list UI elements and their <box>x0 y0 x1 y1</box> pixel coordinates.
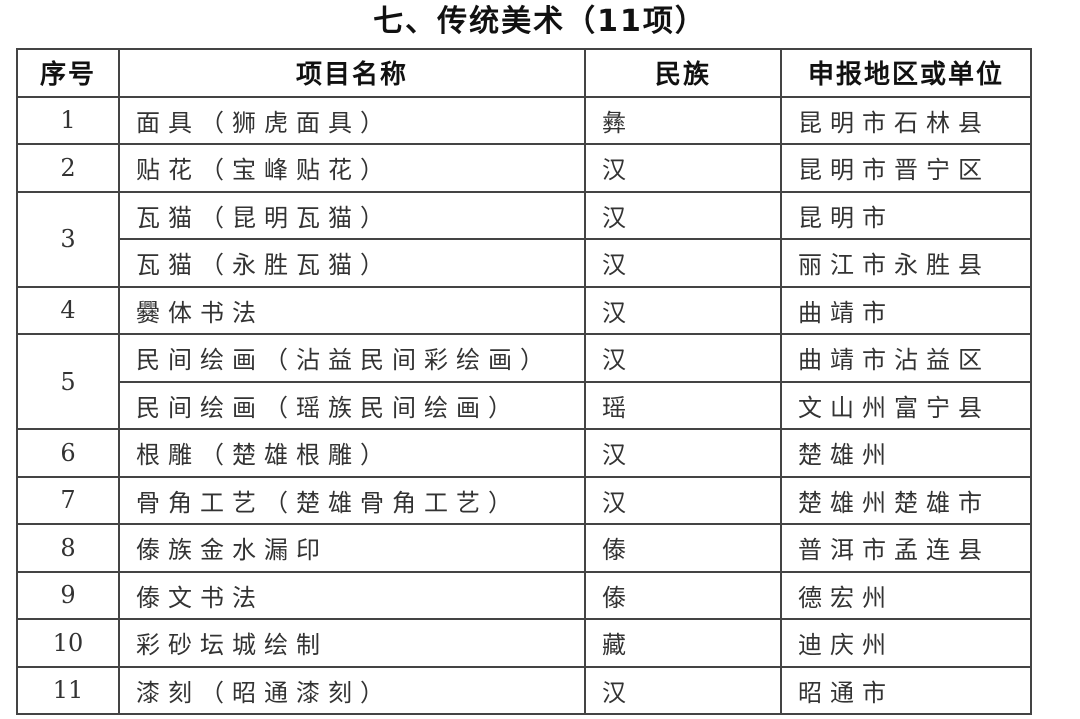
table-row: 4 爨体书法汉曲靖市 <box>16 285 1032 335</box>
row-number: 6 <box>16 428 120 478</box>
ethnicity: 汉 <box>584 428 782 478</box>
header-ethnicity: 民族 <box>584 48 782 98</box>
region: 迪庆州 <box>780 618 1032 668</box>
region: 丽江市永胜县 <box>780 238 1032 288</box>
region: 楚雄州 <box>780 428 1032 478</box>
page-title: 七、传统美术（11项） <box>373 4 707 39</box>
header-item-name: 项目名称 <box>118 48 586 98</box>
table-row: 瓦猫（永胜瓦猫）汉丽江市永胜县 <box>17 238 1032 288</box>
ethnicity: 傣 <box>584 570 782 620</box>
row-number: 8 <box>16 523 120 573</box>
ethnicity: 汉 <box>584 143 782 193</box>
item-name: 爨体书法 <box>118 285 586 335</box>
region: 德宏州 <box>780 570 1032 620</box>
item-name: 傣族金水漏印 <box>118 523 586 573</box>
table-row: 6 根雕（楚雄根雕）汉楚雄州 <box>16 428 1032 478</box>
table-row: 9 傣文书法傣德宏州 <box>16 570 1032 620</box>
region: 昆明市石林县 <box>780 95 1032 145</box>
table-row: 8 傣族金水漏印傣普洱市孟连县 <box>16 523 1032 573</box>
row-number: 2 <box>16 143 120 193</box>
table-row: 11 漆刻（昭通漆刻）汉昭通市 <box>16 665 1032 715</box>
ethnicity: 汉 <box>584 238 782 288</box>
item-name: 贴花（宝峰贴花） <box>118 143 586 193</box>
row-number: 11 <box>16 665 120 715</box>
ethnicity: 藏 <box>584 618 782 668</box>
item-name: 傣文书法 <box>118 570 586 620</box>
ethnicity: 彝 <box>584 95 782 145</box>
item-name: 彩砂坛城绘制 <box>118 618 586 668</box>
ethnicity: 傣 <box>584 523 782 573</box>
region: 文山州富宁县 <box>780 380 1032 430</box>
table-row: 2 贴花（宝峰贴花）汉昆明市晋宁区 <box>16 143 1032 193</box>
heritage-table: 序号 项目名称 民族 申报地区或单位 1 面具（狮虎面具）彝昆明市石林县 2 贴花（宝… <box>16 48 1032 715</box>
table-row: 10 彩砂坛城绘制藏迪庆州 <box>16 618 1032 668</box>
table-row: 5 民间绘画（沾益民间彩绘画）汉曲靖市沾益区 <box>16 333 1032 430</box>
row-number: 10 <box>16 618 120 668</box>
row-number: 7 <box>16 475 120 525</box>
header-number: 序号 <box>16 48 120 98</box>
header-region: 申报地区或单位 <box>780 48 1032 98</box>
table-row: 3 瓦猫（昆明瓦猫）汉昆明市 <box>16 190 1032 288</box>
ethnicity: 汉 <box>584 665 782 715</box>
ethnicity: 汉 <box>584 190 782 240</box>
region: 普洱市孟连县 <box>780 523 1032 573</box>
ethnicity: 汉 <box>584 285 782 335</box>
row-number: 4 <box>16 285 120 335</box>
region: 楚雄州楚雄市 <box>780 475 1032 525</box>
item-name: 面具（狮虎面具） <box>118 95 586 145</box>
ethnicity: 瑶 <box>584 380 782 430</box>
item-name: 瓦猫（永胜瓦猫） <box>118 238 586 288</box>
item-name: 骨角工艺（楚雄骨角工艺） <box>118 475 586 525</box>
item-name: 民间绘画（沾益民间彩绘画） <box>118 333 586 383</box>
region: 昆明市 <box>780 190 1032 240</box>
row-number: 1 <box>16 95 120 145</box>
row-number: 3 <box>16 190 120 288</box>
item-name: 根雕（楚雄根雕） <box>118 428 586 478</box>
row-number: 5 <box>16 333 120 430</box>
region: 昭通市 <box>780 665 1032 715</box>
region: 昆明市晋宁区 <box>780 143 1032 193</box>
row-number: 9 <box>16 570 120 620</box>
table-header-row: 序号 项目名称 民族 申报地区或单位 <box>16 48 1032 98</box>
item-name: 民间绘画（瑶族民间绘画） <box>118 380 586 430</box>
region: 曲靖市沾益区 <box>780 333 1032 383</box>
item-name: 漆刻（昭通漆刻） <box>118 665 586 715</box>
table-row: 7 骨角工艺（楚雄骨角工艺）汉楚雄州楚雄市 <box>16 475 1032 525</box>
ethnicity: 汉 <box>584 475 782 525</box>
region: 曲靖市 <box>780 285 1032 335</box>
table-row: 1 面具（狮虎面具）彝昆明市石林县 <box>16 95 1032 145</box>
table-row: 民间绘画（瑶族民间绘画）瑶文山州富宁县 <box>17 380 1032 430</box>
ethnicity: 汉 <box>584 333 782 383</box>
item-name: 瓦猫（昆明瓦猫） <box>118 190 586 240</box>
